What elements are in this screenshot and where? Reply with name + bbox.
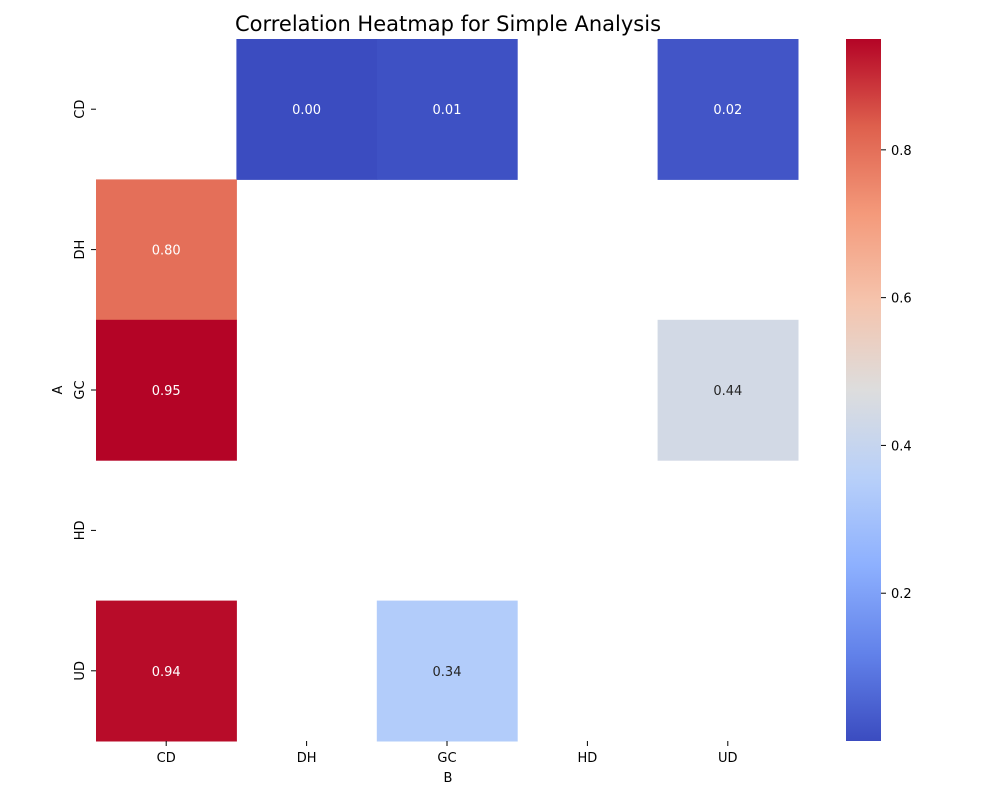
heatmap-cell-UD-CD bbox=[96, 600, 237, 742]
heatmap-cell-DH-CD bbox=[96, 179, 237, 321]
y-tick-label-GC: GC bbox=[73, 380, 88, 399]
cell-value-GC-CD: 0.95 bbox=[152, 384, 181, 399]
heatmap-cell-labels: 0.00 0.01 0.02 0.80 0.95 0.44 0.94 0.34 bbox=[152, 103, 743, 680]
colorbar-tick-label-1: 0.4 bbox=[891, 439, 912, 454]
y-tick-label-CD: CD bbox=[73, 100, 88, 119]
x-tick-label-CD: CD bbox=[157, 751, 176, 766]
y-axis-ticks: CD DH GC HD UD bbox=[73, 100, 96, 681]
y-tick-label-DH: DH bbox=[73, 240, 88, 260]
heatmap-cell-CD-UD bbox=[657, 39, 799, 180]
x-axis-label: B bbox=[444, 771, 453, 786]
cell-value-CD-DH: 0.00 bbox=[292, 103, 321, 118]
heatmap-cell-UD-GC bbox=[376, 600, 518, 742]
y-tick-label-UD: UD bbox=[73, 661, 88, 681]
heatmap-cell-GC-UD bbox=[657, 319, 799, 461]
colorbar-ticks: 0.2 0.4 0.6 0.8 bbox=[881, 144, 912, 602]
heatmap-cell-GC-CD bbox=[96, 319, 237, 461]
colorbar-tick-label-2: 0.6 bbox=[891, 292, 912, 307]
cell-value-DH-CD: 0.80 bbox=[152, 244, 181, 259]
heatmap-cell-CD-DH bbox=[236, 39, 378, 180]
cell-value-CD-GC: 0.01 bbox=[433, 103, 462, 118]
y-axis-label: A bbox=[51, 385, 66, 394]
x-tick-label-DH: DH bbox=[297, 751, 317, 766]
cell-value-UD-GC: 0.34 bbox=[433, 665, 462, 680]
x-tick-label-UD: UD bbox=[718, 751, 738, 766]
colorbar-tick-label-0: 0.2 bbox=[891, 587, 912, 602]
colorbar-tick-label-3: 0.8 bbox=[891, 144, 912, 159]
x-tick-label-GC: GC bbox=[437, 751, 456, 766]
x-axis-ticks: CD DH GC HD UD bbox=[157, 741, 738, 766]
colorbar: 0.2 0.4 0.6 0.8 bbox=[846, 39, 912, 741]
heatmap-cells bbox=[96, 39, 799, 742]
chart-title: Correlation Heatmap for Simple Analysis bbox=[235, 12, 661, 36]
colorbar-gradient bbox=[846, 39, 881, 741]
y-tick-label-HD: HD bbox=[73, 521, 88, 541]
cell-value-GC-UD: 0.44 bbox=[713, 384, 742, 399]
cell-value-CD-UD: 0.02 bbox=[713, 103, 742, 118]
heatmap-cell-CD-GC bbox=[376, 39, 518, 180]
x-tick-label-HD: HD bbox=[578, 751, 598, 766]
cell-value-UD-CD: 0.94 bbox=[152, 665, 181, 680]
